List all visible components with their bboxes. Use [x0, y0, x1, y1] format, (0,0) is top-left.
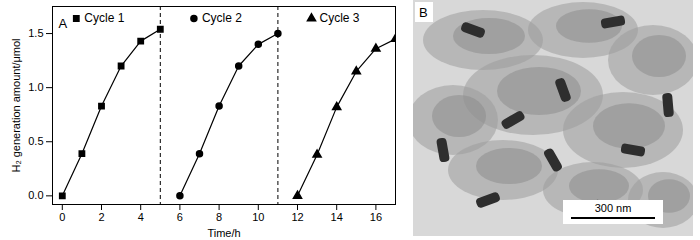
svg-text:0.0: 0.0 — [28, 189, 43, 201]
svg-text:Cycle 2: Cycle 2 — [202, 11, 242, 25]
svg-text:10: 10 — [252, 211, 264, 223]
svg-text:Cycle 3: Cycle 3 — [320, 11, 360, 25]
svg-text:Cycle 1: Cycle 1 — [84, 11, 124, 25]
svg-text:300 nm: 300 nm — [595, 202, 632, 214]
svg-text:H₂ generation amount/μmol: H₂ generation amount/μmol — [10, 38, 22, 172]
svg-text:6: 6 — [177, 211, 183, 223]
svg-text:2: 2 — [98, 211, 104, 223]
svg-text:1.5: 1.5 — [28, 27, 43, 39]
svg-text:A: A — [59, 16, 68, 31]
svg-text:12: 12 — [291, 211, 303, 223]
svg-text:B: B — [419, 5, 428, 20]
svg-text:0: 0 — [59, 211, 65, 223]
svg-text:8: 8 — [216, 211, 222, 223]
svg-text:4: 4 — [138, 211, 144, 223]
svg-text:14: 14 — [331, 211, 343, 223]
svg-text:0.5: 0.5 — [28, 135, 43, 147]
svg-text:Time/h: Time/h — [207, 227, 240, 239]
svg-text:1.0: 1.0 — [28, 81, 43, 93]
svg-text:16: 16 — [370, 211, 382, 223]
